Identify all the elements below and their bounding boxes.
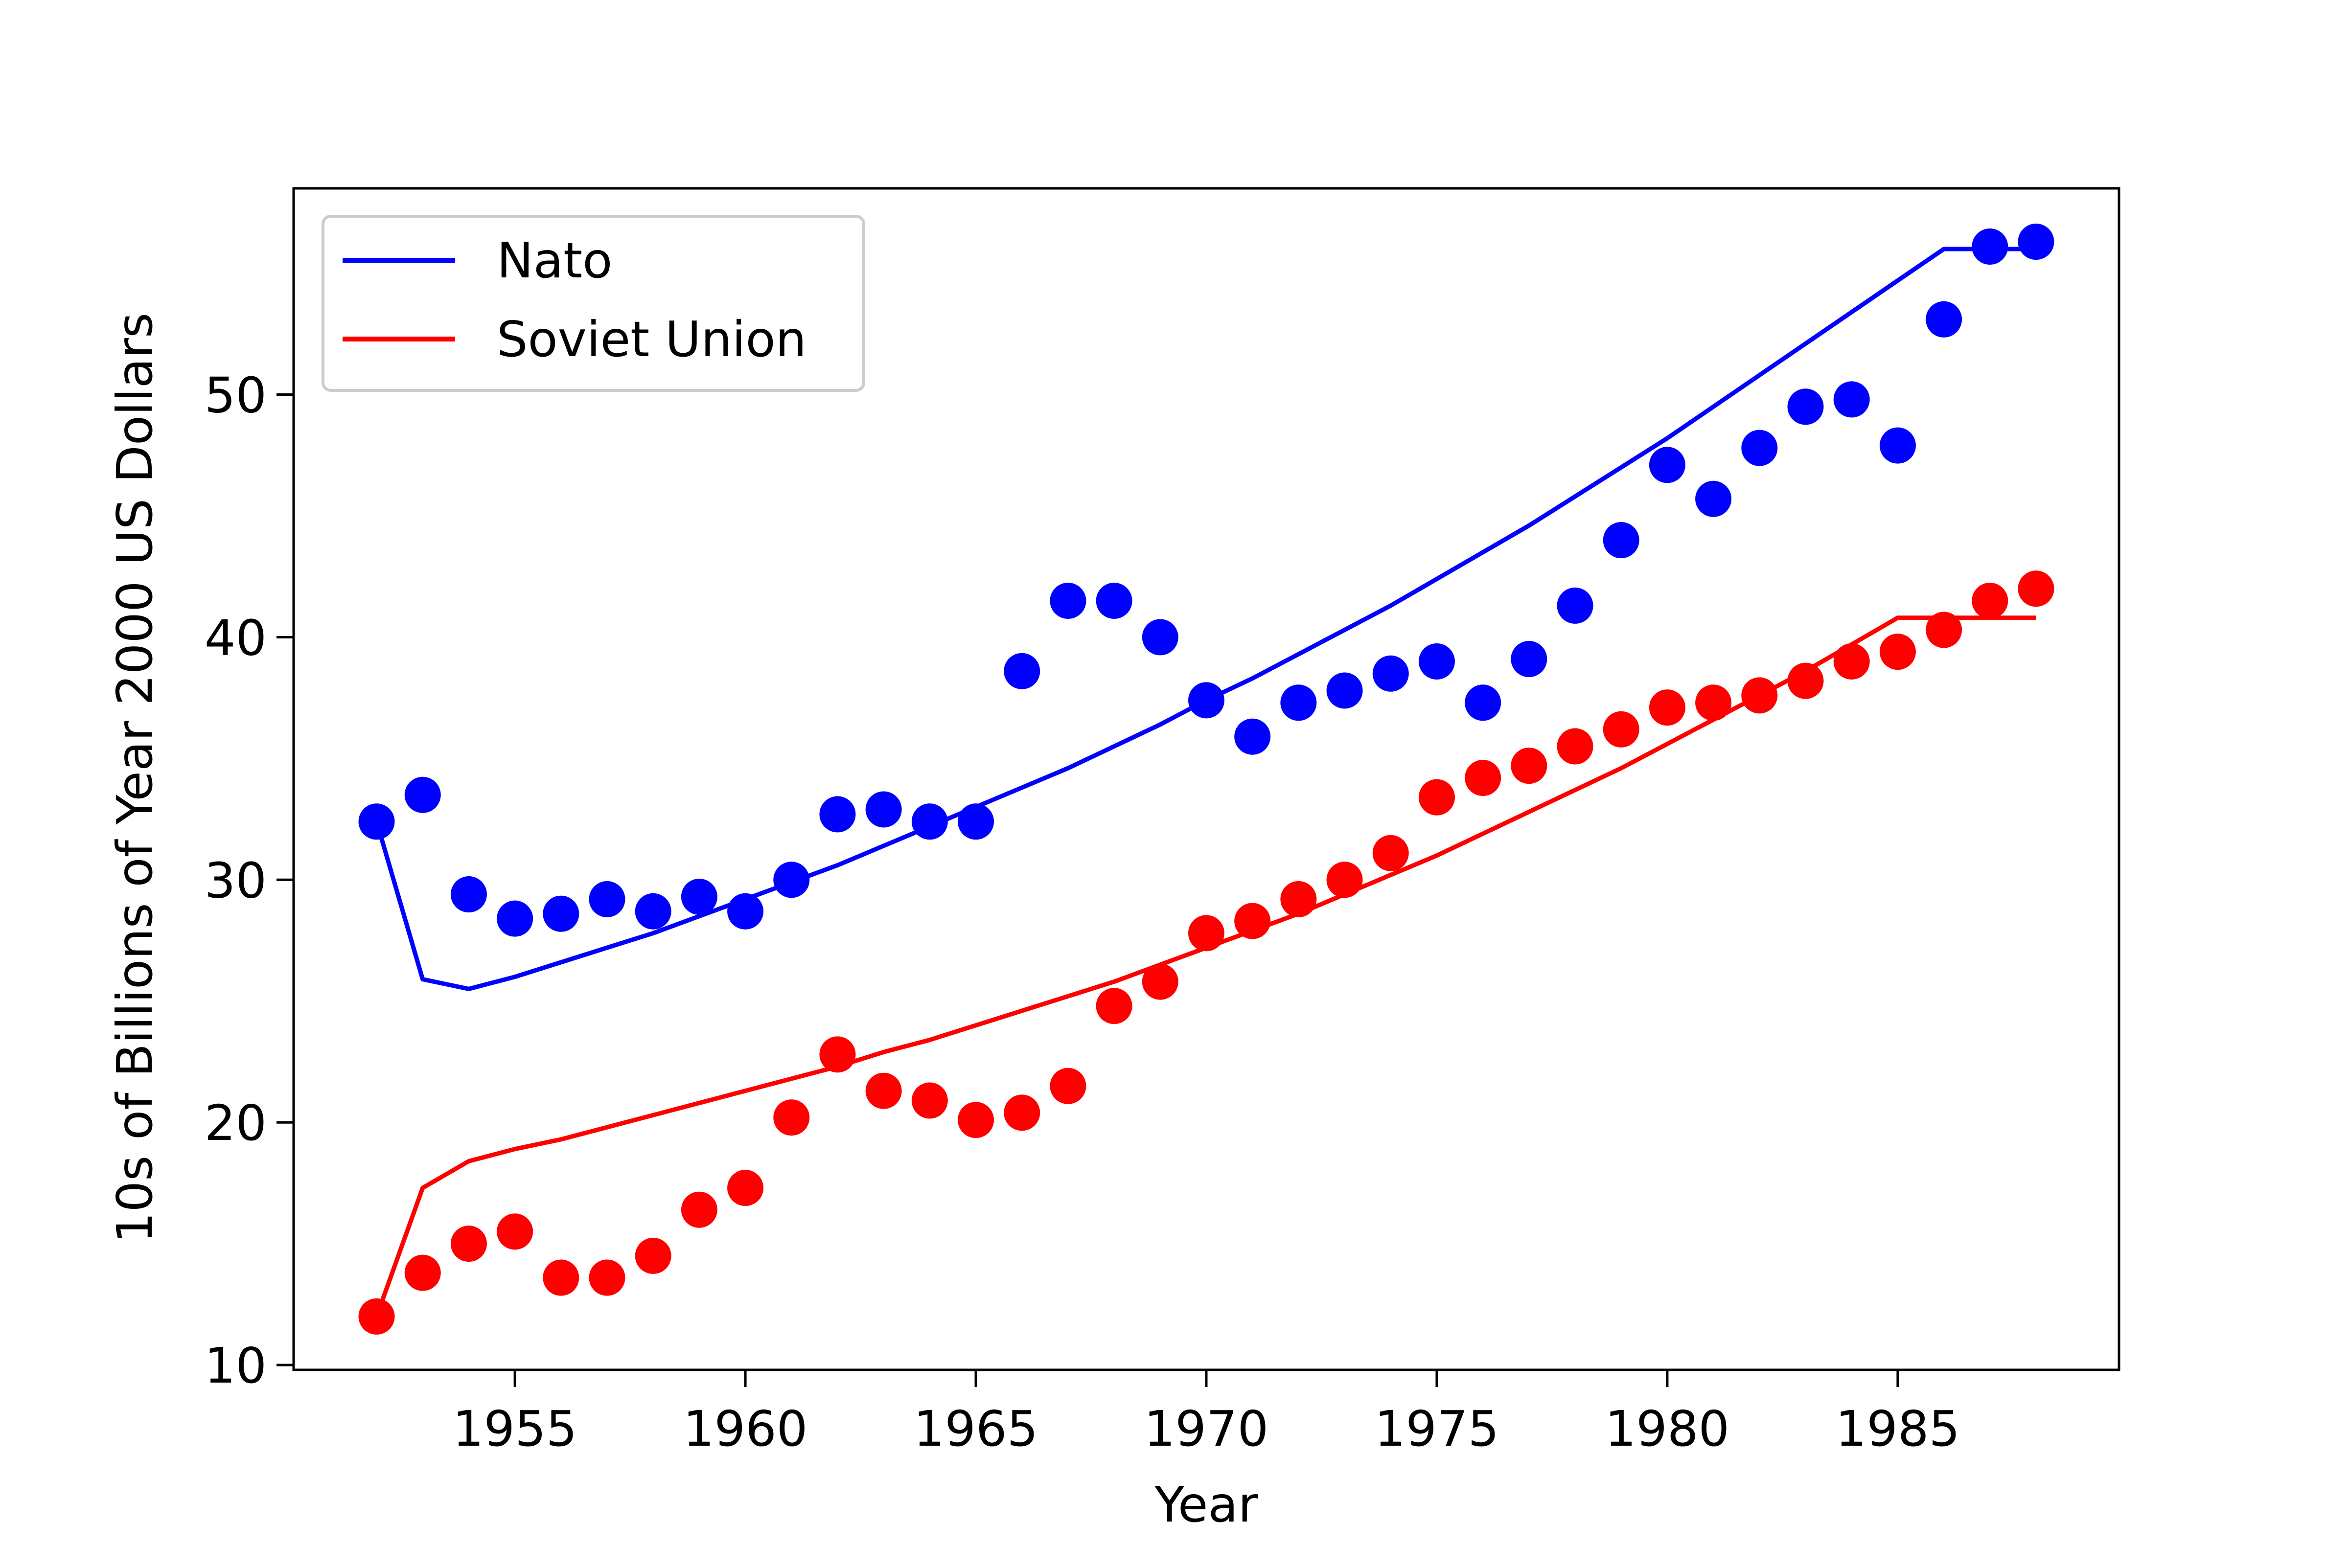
y-tick-label: 40	[205, 609, 267, 666]
data-point-nato	[1833, 381, 1870, 418]
data-point-soviet-union	[1511, 748, 1547, 784]
data-point-nato	[1926, 301, 1962, 338]
y-tick-label: 10	[205, 1337, 267, 1394]
data-point-nato	[635, 893, 671, 930]
data-point-soviet-union	[865, 1072, 902, 1109]
data-point-soviet-union	[589, 1259, 625, 1296]
data-point-soviet-union	[819, 1036, 856, 1073]
axes-layer: 1955 1960 1965 1970 1975 1980 1985 10 20 30 40 50	[205, 367, 1960, 1457]
data-point-nato	[543, 895, 579, 932]
data-point-soviet-union	[911, 1082, 948, 1119]
data-point-nato	[865, 791, 902, 828]
data-point-soviet-union	[1926, 612, 1962, 648]
data-point-soviet-union	[1833, 643, 1870, 680]
data-point-nato	[1372, 655, 1409, 692]
data-point-soviet-union	[1649, 689, 1685, 726]
data-point-soviet-union	[1188, 915, 1224, 952]
data-point-soviet-union	[1280, 881, 1317, 917]
data-point-nato	[1741, 430, 1778, 466]
data-point-nato	[1787, 388, 1824, 425]
data-point-soviet-union	[681, 1191, 717, 1228]
data-point-soviet-union	[1418, 779, 1455, 816]
x-tick-label: 1975	[1375, 1400, 1499, 1457]
data-point-soviet-union	[1972, 583, 2008, 619]
data-point-nato	[2018, 224, 2054, 260]
data-point-soviet-union	[1004, 1094, 1040, 1131]
data-point-nato	[1234, 718, 1271, 755]
data-point-soviet-union	[1234, 903, 1271, 939]
data-point-nato	[1557, 587, 1593, 624]
x-tick-label: 1985	[1836, 1400, 1960, 1457]
data-point-nato	[1603, 522, 1639, 559]
data-point-soviet-union	[727, 1170, 764, 1206]
data-point-soviet-union	[1557, 728, 1593, 765]
data-point-soviet-union	[1372, 835, 1409, 871]
y-axis-label: 10s of Billions of Year 2000 US Dollars	[106, 313, 163, 1243]
data-point-soviet-union	[1787, 662, 1824, 699]
data-point-nato	[727, 893, 764, 930]
data-point-nato	[1096, 583, 1132, 619]
data-point-soviet-union	[1603, 711, 1639, 748]
data-point-soviet-union	[958, 1102, 994, 1138]
y-tick-label: 20	[205, 1094, 267, 1152]
data-point-nato	[819, 796, 856, 833]
legend-label-nato: Nato	[497, 232, 612, 289]
data-point-nato	[358, 803, 395, 840]
x-tick-label: 1970	[1144, 1400, 1269, 1457]
legend: Nato Soviet Union	[322, 215, 865, 392]
data-point-soviet-union	[1142, 963, 1178, 1000]
data-point-soviet-union	[450, 1226, 487, 1262]
data-point-soviet-union	[358, 1298, 395, 1335]
data-point-soviet-union	[1326, 862, 1363, 898]
data-point-nato	[1511, 641, 1547, 678]
data-point-nato	[497, 900, 533, 937]
data-point-soviet-union	[635, 1237, 671, 1274]
data-point-nato	[1004, 653, 1040, 689]
data-point-nato	[1649, 447, 1685, 483]
data-point-nato	[958, 803, 994, 840]
data-point-nato	[1326, 672, 1363, 709]
data-point-soviet-union	[1465, 760, 1501, 796]
data-point-nato	[681, 879, 717, 915]
data-point-nato	[1050, 583, 1086, 619]
y-tick-label: 30	[205, 852, 267, 909]
data-point-nato	[1142, 619, 1178, 656]
data-point-nato	[1695, 480, 1732, 517]
y-tick-label: 50	[205, 367, 267, 424]
data-point-nato	[1418, 643, 1455, 680]
data-point-soviet-union	[1096, 988, 1132, 1024]
data-point-nato	[1280, 684, 1317, 721]
data-point-soviet-union	[497, 1213, 533, 1250]
x-tick-label: 1980	[1605, 1400, 1730, 1457]
data-point-nato	[1879, 427, 1916, 464]
data-point-nato	[450, 876, 487, 913]
x-axis-label: Year	[1154, 1476, 1259, 1533]
data-point-nato	[589, 881, 625, 917]
data-point-nato	[1188, 682, 1224, 719]
data-point-soviet-union	[1050, 1068, 1086, 1104]
data-point-nato	[1465, 684, 1501, 721]
legend-label-soviet-union: Soviet Union	[497, 311, 806, 368]
data-point-soviet-union	[773, 1099, 810, 1136]
plot-layer	[358, 224, 2054, 1335]
data-point-soviet-union	[404, 1254, 441, 1291]
data-point-soviet-union	[543, 1259, 579, 1296]
data-point-soviet-union	[1741, 677, 1778, 714]
data-point-nato	[404, 776, 441, 813]
legend-box	[322, 215, 865, 392]
data-point-soviet-union	[2018, 570, 2054, 607]
data-point-soviet-union	[1879, 634, 1916, 670]
data-point-nato	[911, 803, 948, 840]
x-tick-label: 1965	[914, 1400, 1038, 1457]
data-point-nato	[1972, 228, 2008, 265]
x-tick-label: 1960	[683, 1400, 808, 1457]
data-point-soviet-union	[1695, 684, 1732, 721]
x-tick-label: 1955	[453, 1400, 577, 1457]
data-point-nato	[773, 862, 810, 898]
